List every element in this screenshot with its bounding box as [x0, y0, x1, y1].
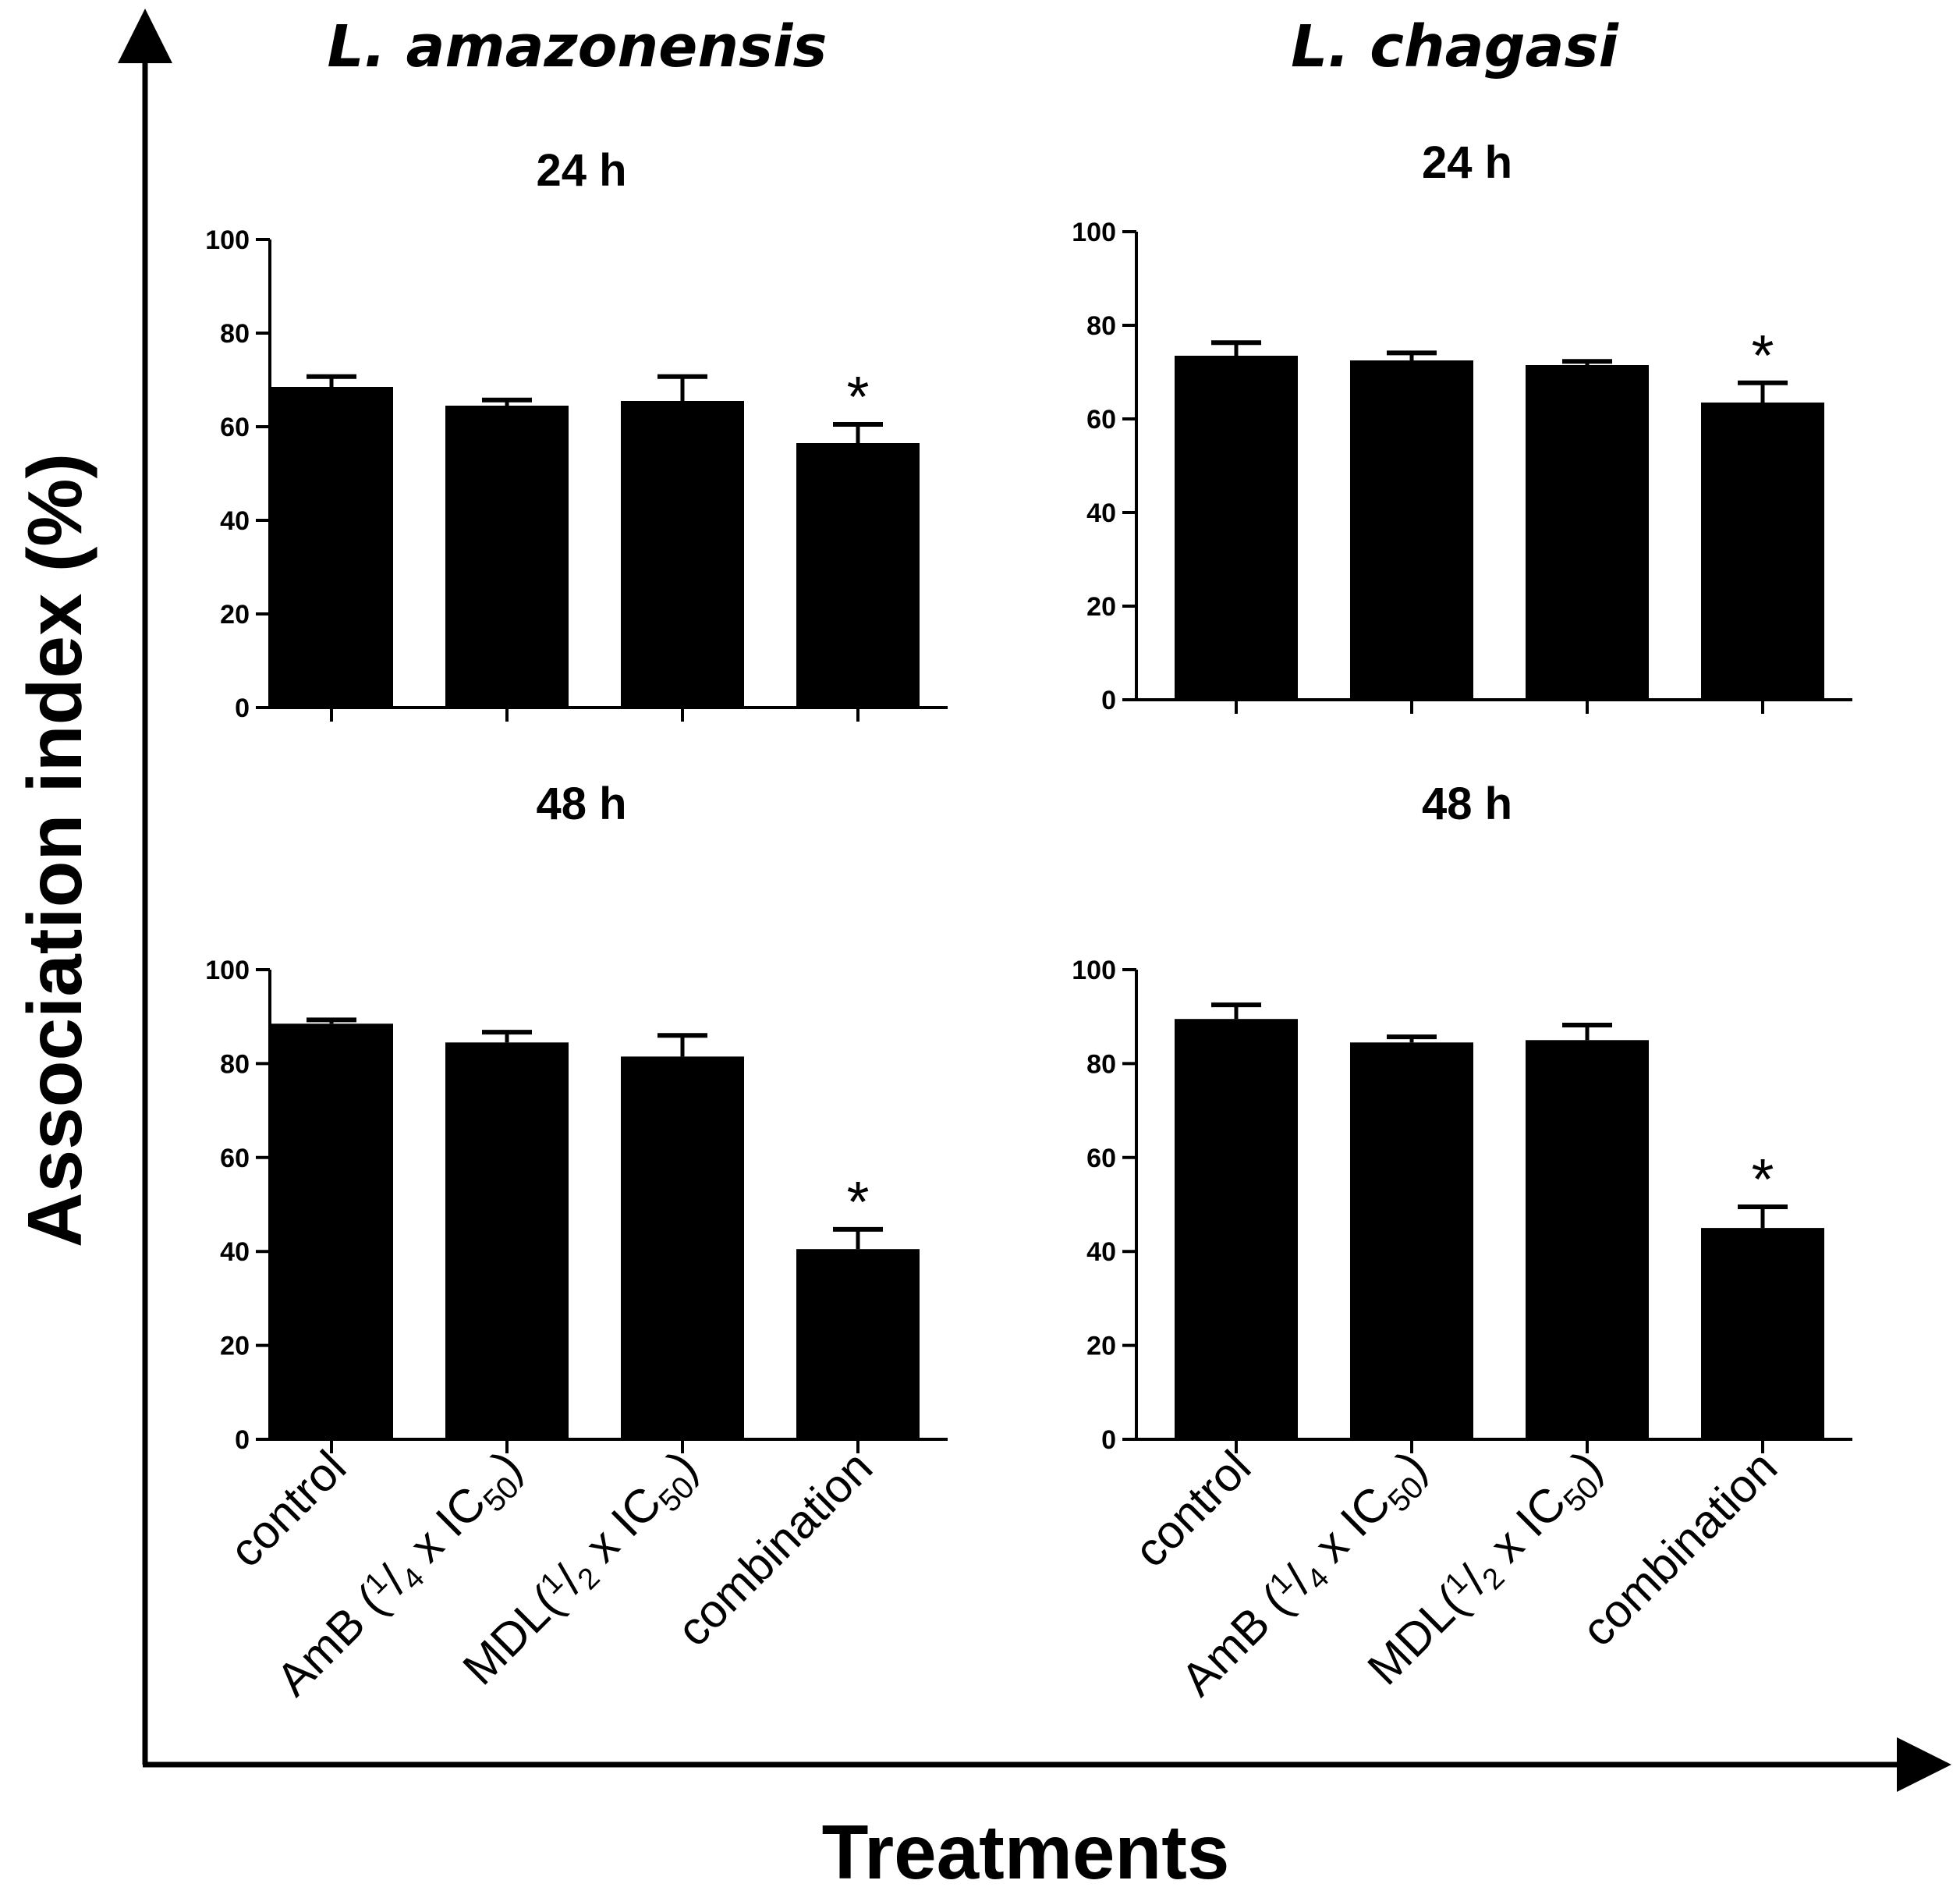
- panel-title: 48 h: [536, 779, 626, 829]
- bar: [270, 387, 393, 708]
- y-tick-label: 20: [1086, 592, 1116, 622]
- y-tick-label: 20: [1086, 1332, 1116, 1361]
- bar: [445, 406, 569, 708]
- y-tick-label: 60: [1086, 405, 1116, 435]
- species-title-right: L. chagasi: [1291, 13, 1619, 80]
- y-tick-label: 40: [1086, 1237, 1116, 1267]
- bar: [1350, 360, 1473, 700]
- bar: [1350, 1042, 1473, 1439]
- y-tick-label: 40: [220, 506, 250, 536]
- y-tick-label: 0: [235, 1425, 250, 1455]
- bar: [270, 1024, 393, 1439]
- panel-amazonensis-24h: 24 h 0 20 40 60 80 100 *: [205, 145, 948, 723]
- bar: [796, 1249, 920, 1439]
- y-tick-label: 100: [205, 225, 250, 255]
- y-tick-label: 100: [1072, 956, 1116, 985]
- category-label: control: [219, 1441, 356, 1577]
- bar: [1175, 356, 1298, 700]
- y-tick-label: 80: [1086, 311, 1116, 341]
- y-tick-label: 0: [1101, 686, 1116, 715]
- y-tick-label: 100: [205, 956, 250, 985]
- bar: [1701, 403, 1824, 700]
- panel-chagasi-24h: 24 h 0 20 40 60 80 100 *: [1072, 137, 1852, 715]
- y-tick-label: 20: [220, 600, 250, 630]
- bar: [1526, 1040, 1649, 1439]
- y-tick-label: 80: [220, 319, 250, 349]
- bar: [445, 1042, 569, 1439]
- y-tick-label: 100: [1072, 218, 1116, 247]
- y-tick-label: 0: [1101, 1425, 1116, 1455]
- y-tick-label: 60: [1086, 1144, 1116, 1173]
- significance-marker: *: [847, 364, 870, 429]
- y-tick-label: 80: [1086, 1049, 1116, 1079]
- significance-marker: *: [1752, 1147, 1774, 1212]
- species-title-left: L. amazonensis: [328, 13, 828, 80]
- bar: [621, 1056, 744, 1439]
- bar: [621, 401, 744, 708]
- figure-y-axis-title: Association index (%): [12, 453, 97, 1247]
- bar: [1701, 1228, 1824, 1439]
- category-label: control: [1124, 1441, 1260, 1577]
- y-tick-label: 40: [220, 1237, 250, 1267]
- significance-marker: *: [1752, 323, 1774, 388]
- bar: [1526, 365, 1649, 700]
- figure-x-axis-title: Treatments: [822, 1809, 1230, 1895]
- significance-marker: *: [847, 1169, 870, 1234]
- y-tick-label: 60: [220, 413, 250, 442]
- bar: [1175, 1019, 1298, 1439]
- bar: [796, 443, 920, 708]
- panel-title: 48 h: [1422, 779, 1512, 829]
- panel-title: 24 h: [1422, 137, 1512, 188]
- panel-title: 24 h: [536, 145, 626, 196]
- y-tick-label: 20: [220, 1332, 250, 1361]
- y-tick-label: 60: [220, 1144, 250, 1173]
- y-tick-label: 40: [1086, 498, 1116, 528]
- y-tick-label: 0: [235, 694, 250, 723]
- y-tick-label: 80: [220, 1049, 250, 1079]
